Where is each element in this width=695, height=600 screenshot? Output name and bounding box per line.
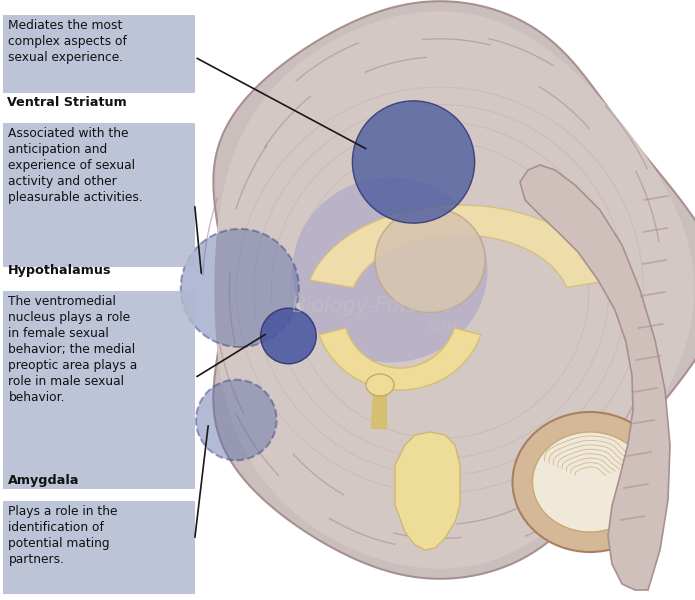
Polygon shape — [214, 11, 694, 569]
Polygon shape — [319, 328, 481, 390]
Text: Ventral Striatum: Ventral Striatum — [8, 96, 127, 109]
Circle shape — [261, 308, 316, 364]
Ellipse shape — [375, 208, 485, 313]
Polygon shape — [213, 1, 695, 579]
Ellipse shape — [366, 374, 394, 396]
Polygon shape — [395, 432, 460, 550]
Ellipse shape — [532, 432, 648, 532]
FancyBboxPatch shape — [3, 501, 195, 594]
FancyBboxPatch shape — [3, 291, 195, 489]
FancyBboxPatch shape — [3, 123, 195, 267]
Text: Amygdala: Amygdala — [8, 474, 79, 487]
Text: Biology-Forums: Biology-Forums — [291, 296, 452, 316]
Ellipse shape — [293, 178, 487, 362]
Text: Plays a role in the
identification of
potential mating
partners.: Plays a role in the identification of po… — [8, 505, 118, 566]
Circle shape — [196, 380, 277, 460]
Polygon shape — [520, 165, 670, 590]
Circle shape — [352, 101, 475, 223]
Text: The ventromedial
nucleus plays a role
in female sexual
behavior; the medial
preo: The ventromedial nucleus plays a role in… — [8, 295, 138, 404]
Text: Cortex: Cortex — [8, 0, 55, 1]
Circle shape — [181, 229, 299, 347]
Text: .COM: .COM — [425, 320, 458, 334]
Text: Hypothalamus: Hypothalamus — [8, 264, 111, 277]
FancyBboxPatch shape — [3, 15, 195, 93]
Text: Mediates the most
complex aspects of
sexual experience.: Mediates the most complex aspects of sex… — [8, 19, 127, 64]
Ellipse shape — [512, 412, 667, 552]
Polygon shape — [310, 205, 610, 287]
Text: Associated with the
anticipation and
experience of sexual
activity and other
ple: Associated with the anticipation and exp… — [8, 127, 143, 204]
